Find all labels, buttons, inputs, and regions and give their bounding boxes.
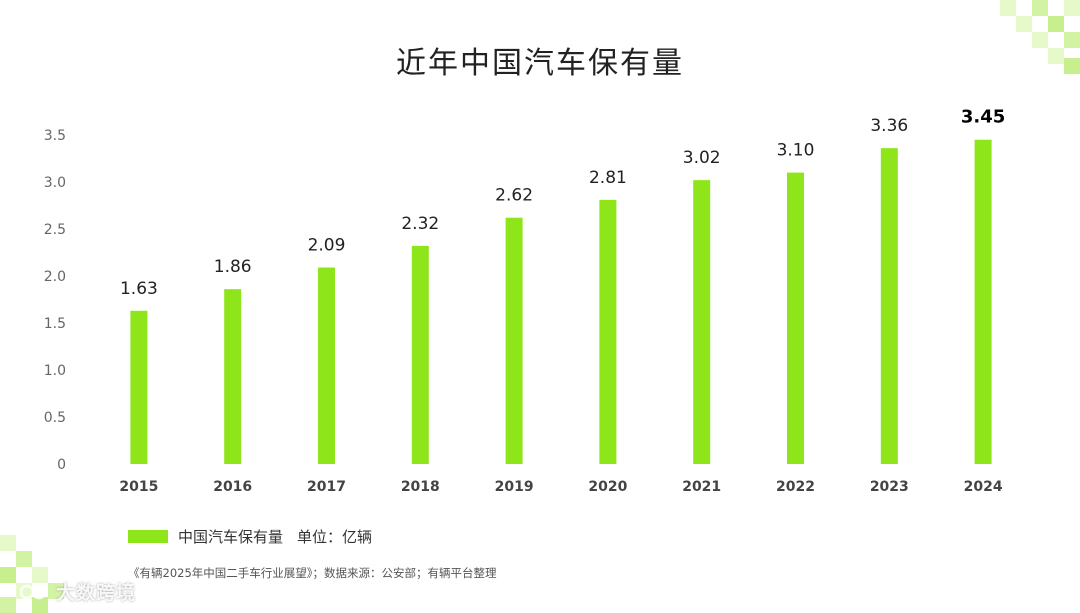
y-tick-label: 3.5: [44, 128, 66, 144]
y-tick-label: 3.0: [44, 175, 66, 191]
watermark-text: 大数跨境: [56, 582, 137, 604]
x-tick-label: 2022: [776, 479, 815, 495]
legend-unit-label: 单位：亿辆: [297, 528, 373, 546]
corner-decoration-bottom-left: [0, 535, 64, 613]
bar: [130, 310, 148, 464]
y-tick-label: 1.0: [44, 363, 66, 379]
bar-value-label: 2.09: [308, 236, 346, 256]
x-tick-label: 2017: [307, 479, 346, 495]
bar-value-label: 1.86: [214, 257, 252, 277]
x-tick-label: 2016: [213, 479, 252, 495]
chart-title: 近年中国汽车保有量: [396, 46, 684, 81]
y-tick-label: 2.5: [44, 222, 66, 238]
x-tick-label: 2015: [119, 479, 158, 495]
x-tick-label: 2018: [401, 479, 440, 495]
bar-value-label: 2.62: [495, 186, 533, 206]
bar: [411, 245, 429, 464]
bar-value-label: 2.32: [401, 214, 439, 234]
x-tick-label: 2023: [870, 479, 909, 495]
corner-decoration-top-right: [1000, 0, 1080, 74]
bar: [787, 172, 804, 464]
y-tick-label: 2.0: [44, 269, 66, 285]
legend-swatch: [128, 530, 168, 543]
bar: [224, 289, 242, 464]
bar-value-label: 3.02: [683, 148, 721, 168]
x-tick-label: 2019: [495, 479, 534, 495]
y-tick-label: 0.5: [44, 410, 66, 426]
y-tick-label: 1.5: [44, 316, 66, 332]
watermark: 大数跨境: [20, 578, 136, 605]
bar-value-label: 3.36: [870, 116, 908, 136]
x-tick-label: 2021: [682, 479, 721, 495]
x-tick-label: 2024: [964, 479, 1003, 495]
y-tick-label: 0: [57, 457, 66, 473]
legend-series-label: 中国汽车保有量: [178, 528, 284, 546]
bar-value-label: 3.10: [777, 141, 815, 161]
bar: [599, 199, 617, 465]
bar: [880, 148, 898, 464]
source-note: 《有辆2025年中国二手车行业展望》；数据来源：公安部；有辆平台整理: [128, 566, 497, 580]
bar-value-label: 3.45: [961, 107, 1005, 128]
bar: [318, 267, 335, 464]
bar: [974, 139, 992, 464]
bar: [505, 217, 523, 464]
bar: [693, 180, 711, 464]
watermark-logo-icon: [20, 584, 47, 599]
legend: 中国汽车保有量 单位：亿辆: [128, 526, 372, 547]
bar-value-label: 1.63: [120, 279, 158, 299]
bar-value-label: 2.81: [589, 168, 627, 188]
x-tick-label: 2020: [588, 479, 627, 495]
